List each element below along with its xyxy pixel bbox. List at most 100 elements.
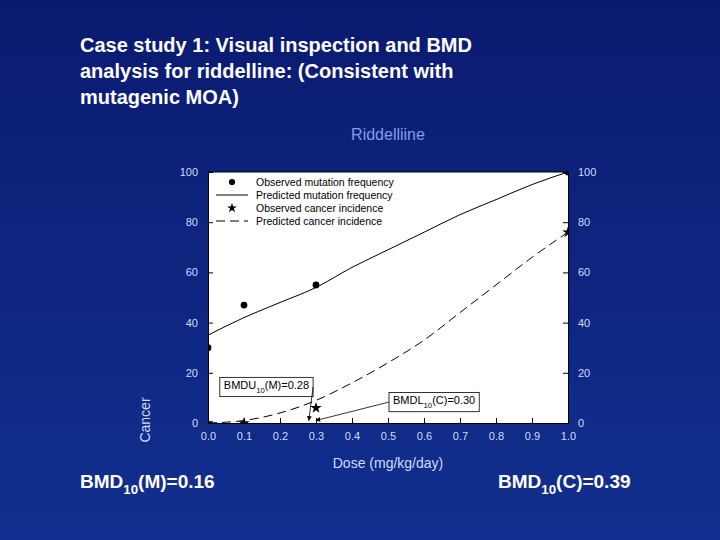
slide-title: Case study 1: Visual inspection and BMD a… xyxy=(80,34,472,108)
tick-label: 0.9 xyxy=(525,430,540,442)
tick: 0.9 xyxy=(525,418,540,442)
annotation-box xyxy=(220,377,313,396)
tick-label: 0.5 xyxy=(381,430,396,442)
tick-label: 0.4 xyxy=(345,430,360,442)
tick-label: 0.3 xyxy=(309,430,324,442)
legend-item: Predicted mutation frequency xyxy=(216,189,393,201)
legend-swatch xyxy=(229,179,235,185)
legend-label: Observed cancer incidence xyxy=(256,202,383,214)
x-axis: 0.0 0.1 0.2 0.3 0.4 0.5 0.6 0.7 0.8 0.9 1.0 xyxy=(201,418,576,442)
tick-label: 0 xyxy=(578,417,584,429)
annotation-arrow xyxy=(316,402,389,420)
series-line xyxy=(208,172,568,335)
y2-axis: 0 20 40 60 80 100 xyxy=(563,166,596,429)
slide-title-line: analysis for riddelline: (Consistent wit… xyxy=(80,60,453,82)
tick: 0.4 xyxy=(345,418,360,442)
tick-mark xyxy=(208,222,213,223)
tick: 0.5 xyxy=(381,418,396,442)
y-axis: 0 20 40 60 80 100 xyxy=(180,166,213,429)
annotation-box xyxy=(389,392,479,411)
axis-line xyxy=(563,173,569,424)
legend: Observed mutation frequencyPredicted mut… xyxy=(216,176,394,227)
footer-text: BMD10(C)=0.39 xyxy=(498,471,631,497)
chart-title: Riddelliine xyxy=(351,126,425,143)
tick-label: 60 xyxy=(578,266,590,278)
tick: 20 xyxy=(186,367,213,379)
tick-mark xyxy=(563,222,568,223)
series-point xyxy=(310,402,321,413)
tick: 60 xyxy=(563,266,590,278)
tick-mark xyxy=(532,418,533,423)
legend-label: Predicted cancer incidence xyxy=(256,215,382,227)
annotation: BMDL10(C)=0.30 xyxy=(316,392,479,420)
tick: 0.3 xyxy=(309,418,324,442)
tick-label: 0.0 xyxy=(201,430,216,442)
tick: 60 xyxy=(186,266,213,278)
tick: 0.0 xyxy=(201,418,216,442)
tick-label: 80 xyxy=(186,216,198,228)
legend-item: Observed mutation frequency xyxy=(229,176,395,188)
legend-label: Predicted mutation frequency xyxy=(256,189,393,201)
tick: 0.8 xyxy=(489,418,504,442)
annotation: BMDU10(M)=0.28 xyxy=(220,377,313,420)
tick-mark xyxy=(563,272,568,273)
tick-label: 0.1 xyxy=(237,430,252,442)
tick-label: 100 xyxy=(180,166,198,178)
tick-mark xyxy=(208,373,213,374)
tick-label: 80 xyxy=(578,216,590,228)
tick: 0.1 xyxy=(237,418,252,442)
tick: 100 xyxy=(563,166,596,178)
tick-label: 1.0 xyxy=(561,430,576,442)
footer-text: BMD10(M)=0.16 xyxy=(80,471,215,497)
slide-title-line: Case study 1: Visual inspection and BMD xyxy=(80,34,472,56)
tick-label: 100 xyxy=(578,166,596,178)
tick: 0.7 xyxy=(453,418,468,442)
tick-mark xyxy=(563,323,568,324)
series-point xyxy=(208,417,214,423)
axis-line xyxy=(209,173,214,424)
tick: 0 xyxy=(563,417,584,429)
plot-frame xyxy=(208,172,568,173)
tick-mark xyxy=(563,373,568,374)
tick-mark xyxy=(208,272,213,273)
legend-swatch xyxy=(216,195,248,196)
slide: Case study 1: Visual inspection and BMD a… xyxy=(0,0,720,540)
tick-label: 60 xyxy=(186,266,198,278)
tick-label: 0.6 xyxy=(417,430,432,442)
x-axis-title: Dose (mg/kg/day) xyxy=(333,455,443,471)
annotation-arrow xyxy=(309,387,313,420)
series-point xyxy=(241,302,248,309)
annotation-text: BMDU10(M)=0.28 xyxy=(224,379,309,394)
axis-line xyxy=(209,418,569,424)
tick-mark xyxy=(208,323,213,324)
tick-label: 0.2 xyxy=(273,430,288,442)
tick-mark xyxy=(563,423,568,424)
tick: 20 xyxy=(563,367,590,379)
background xyxy=(0,0,720,540)
series-point xyxy=(208,344,211,351)
legend-label: Observed mutation frequency xyxy=(256,176,394,188)
tick-label: 20 xyxy=(578,367,590,379)
tick-label: 40 xyxy=(186,317,198,329)
tick: 0.2 xyxy=(273,418,288,442)
legend-item: Observed cancer incidence xyxy=(227,202,383,214)
tick: 80 xyxy=(563,216,590,228)
tick-mark xyxy=(424,418,425,423)
tick-mark xyxy=(352,418,353,423)
tick: 0 xyxy=(192,417,213,429)
slide-title-line: mutagenic MOA) xyxy=(80,86,239,108)
tick-mark xyxy=(496,418,497,423)
legend-swatch xyxy=(227,203,237,212)
annotation-text: BMDL10(C)=0.30 xyxy=(393,394,475,409)
tick-label: 40 xyxy=(578,317,590,329)
tick: 100 xyxy=(180,166,213,178)
tick-label: 0.7 xyxy=(453,430,468,442)
tick-mark xyxy=(460,418,461,423)
tick-label: 0 xyxy=(192,417,198,429)
plot-marks xyxy=(208,172,568,423)
tick: 40 xyxy=(186,317,213,329)
plot-area xyxy=(208,172,568,423)
tick-label: 0.8 xyxy=(489,430,504,442)
y-axis-title: Cancer xyxy=(137,397,153,442)
legend-swatch xyxy=(216,221,248,222)
